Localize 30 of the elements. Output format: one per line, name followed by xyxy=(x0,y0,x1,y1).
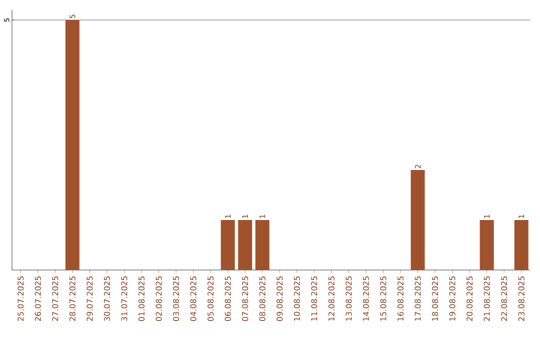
x-tick-label: 02.08.2025 xyxy=(156,276,162,321)
x-tick-label: 06.08.2025 xyxy=(224,276,231,321)
x-tick-label: 30.07.2025 xyxy=(104,276,110,321)
x-tick-label: 31.07.2025 xyxy=(121,276,128,321)
x-tick-label: 14.08.2025 xyxy=(362,276,369,321)
x-tick-label: 10.08.2025 xyxy=(294,276,300,321)
x-tick-label: 15.08.2025 xyxy=(380,276,386,321)
x-tick-label: 11.08.2025 xyxy=(311,276,318,321)
x-tick-label: 27.07.2025 xyxy=(52,276,58,321)
x-tick-label: 26.07.2025 xyxy=(34,276,41,321)
x-tick-label: 16.08.2025 xyxy=(397,276,404,321)
x-tick-label: 07.08.2025 xyxy=(242,276,248,321)
x-tick-label: 28.07.2025 xyxy=(69,276,76,321)
x-tick-label: 19.08.2025 xyxy=(449,276,456,321)
x-tick-label: 25.07.2025 xyxy=(18,276,24,321)
x-tick-label: 13.08.2025 xyxy=(346,276,352,321)
x-tick-label: 17.08.2025 xyxy=(414,276,421,321)
x-tick-label: 01.08.2025 xyxy=(138,276,145,321)
x-tick-label: 12.08.2025 xyxy=(328,276,334,321)
x-tick-label: 04.08.2025 xyxy=(190,276,196,321)
x-tick-label: 09.08.2025 xyxy=(276,276,283,321)
x-tick-label: 20.08.2025 xyxy=(466,276,473,321)
x-tick-label: 29.07.2025 xyxy=(86,276,93,321)
x-tick-label: 05.08.2025 xyxy=(208,276,214,321)
x-tick-label: 08.08.2025 xyxy=(259,276,266,321)
x-tick-label: 21.08.2025 xyxy=(484,276,490,321)
x-tick-label: 23.08.2025 xyxy=(518,276,524,321)
x-tick-label: 03.08.2025 xyxy=(173,276,180,321)
x-tick-label: 22.08.2025 xyxy=(501,276,508,321)
x-tick-label: 18.08.2025 xyxy=(432,276,438,321)
